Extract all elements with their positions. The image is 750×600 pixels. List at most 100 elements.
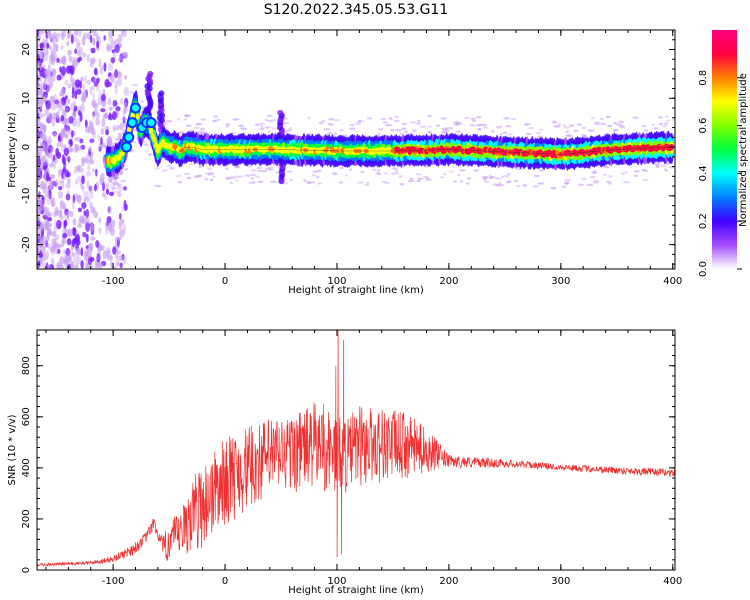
heatmap-noise-cell	[102, 88, 106, 95]
heatmap-halo-cell	[537, 182, 545, 185]
heatmap-halo-cell	[576, 123, 583, 126]
heatmap-noise-cell	[56, 151, 62, 160]
y-tick-label: 0	[21, 144, 32, 150]
heatmap-noise-cell	[119, 169, 124, 176]
heatmap-halo-cell	[494, 177, 501, 180]
heatmap-noise-cell	[48, 179, 53, 185]
heatmap-halo-cell	[183, 172, 190, 176]
heatmap-noise-cell	[46, 113, 52, 123]
heatmap-noise-cell	[116, 250, 122, 255]
heatmap-halo-cell	[440, 127, 448, 131]
heatmap-noise-cell	[51, 199, 54, 207]
heatmap-noise-cell	[39, 122, 43, 131]
heatmap-noise-cell	[115, 106, 121, 112]
heatmap-noise-cell	[38, 200, 43, 205]
heatmap-noise-cell	[77, 207, 82, 213]
heatmap-halo-cell	[378, 128, 384, 131]
heatmap-spike-cell	[158, 90, 165, 97]
heatmap-noise-cell	[84, 92, 88, 99]
heatmap-noise-cell	[70, 74, 73, 84]
heatmap-noise-cell	[95, 168, 98, 177]
heatmap-noise-cell	[86, 217, 91, 224]
heatmap-noise-cell	[96, 253, 101, 263]
heatmap-noise-cell	[107, 205, 113, 215]
heatmap-noise-cell	[98, 146, 102, 152]
heatmap-halo-cell	[449, 126, 454, 130]
heatmap-noise-cell	[54, 234, 60, 241]
heatmap-halo-cell	[429, 131, 433, 134]
heatmap-noise-cell	[119, 229, 125, 238]
heatmap-halo-cell	[381, 180, 387, 184]
heatmap-noise-cell	[67, 228, 74, 238]
heatmap-halo-cell	[475, 124, 482, 127]
heatmap-blob-cell	[121, 141, 133, 153]
heatmap-halo-cell	[469, 124, 475, 127]
heatmap-noise-cell	[123, 101, 128, 111]
heatmap-halo-cell	[455, 122, 463, 126]
heatmap-halo-cell	[376, 172, 382, 176]
heatmap-noise-cell	[43, 160, 49, 167]
heatmap-noise-cell	[64, 169, 70, 178]
colorbar-tick-label: 0.2	[698, 213, 709, 229]
heatmap-noise-cell	[93, 103, 98, 110]
heatmap-halo-cell	[234, 175, 241, 178]
heatmap-halo-cell	[409, 177, 414, 181]
heatmap-noise-cell	[102, 182, 106, 192]
heatmap-noise-cell	[44, 151, 50, 157]
heatmap-halo-cell	[565, 130, 569, 133]
heatmap-noise-cell	[47, 242, 51, 249]
heatmap-halo-cell	[642, 178, 649, 182]
heatmap-halo-cell	[653, 162, 661, 166]
x-tick-label: 300	[551, 276, 570, 287]
heatmap-noise-cell	[91, 85, 96, 91]
heatmap-halo-cell	[121, 118, 129, 121]
heatmap-noise-cell	[100, 30, 105, 33]
heatmap-halo-cell	[390, 128, 395, 132]
heatmap-halo-cell	[415, 122, 421, 125]
heatmap-halo-cell	[661, 125, 668, 128]
heatmap-halo-cell	[573, 129, 579, 133]
heatmap-noise-cell	[82, 52, 87, 58]
heatmap-noise-cell	[51, 97, 55, 106]
heatmap-noise-cell	[37, 212, 41, 222]
heatmap-noise-cell	[59, 92, 62, 97]
heatmap-halo-cell	[112, 190, 120, 194]
heatmap-noise-cell	[105, 221, 110, 226]
heatmap-noise-cell	[114, 80, 118, 89]
heatmap-halo-cell	[179, 130, 184, 134]
heatmap-halo-cell	[465, 182, 470, 185]
heatmap-halo-cell	[561, 185, 568, 188]
heatmap-noise-cell	[38, 30, 45, 35]
heatmap-noise-cell	[44, 70, 50, 77]
heatmap-noise-cell	[64, 79, 69, 86]
heatmap-halo-cell	[423, 175, 429, 179]
heatmap-blob-cell	[129, 102, 141, 114]
heatmap-halo-cell	[394, 169, 399, 172]
heatmap-noise-cell	[86, 250, 92, 259]
heatmap-halo-cell	[148, 153, 153, 156]
heatmap-halo-cell	[267, 130, 271, 133]
heatmap-noise-cell	[77, 194, 82, 205]
heatmap-noise-cell	[90, 128, 96, 136]
heatmap-halo-cell	[524, 123, 532, 126]
heatmap-halo-cell	[514, 179, 519, 183]
heatmap-noise-cell	[37, 230, 42, 241]
heatmap-noise-cell	[63, 144, 67, 149]
heatmap-noise-cell	[37, 97, 40, 107]
heatmap-noise-cell	[39, 106, 42, 112]
heatmap-noise-cell	[62, 202, 67, 211]
heatmap-x-label: Height of straight line (km)	[288, 285, 424, 296]
heatmap-halo-cell	[503, 117, 510, 120]
heatmap-noise-cell	[107, 76, 112, 81]
heatmap-halo-cell	[183, 118, 188, 121]
heatmap-halo-cell	[385, 123, 392, 127]
heatmap-noise-cell	[74, 179, 79, 185]
heatmap-halo-cell	[607, 175, 613, 178]
heatmap-noise-cell	[46, 86, 51, 93]
heatmap-halo-cell	[481, 123, 488, 127]
heatmap-noise-cell	[55, 103, 61, 108]
heatmap-noise-cell	[48, 163, 54, 168]
heatmap-halo-cell	[498, 183, 505, 187]
heatmap-halo-cell	[603, 165, 610, 169]
